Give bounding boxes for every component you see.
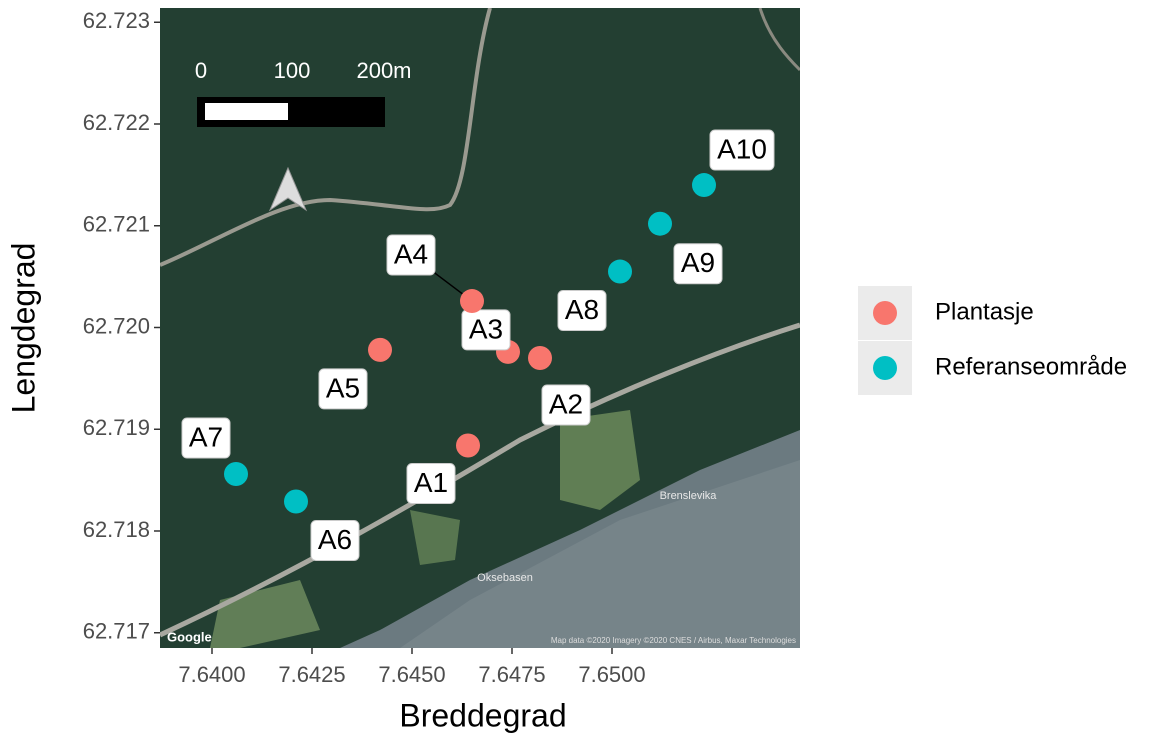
point bbox=[692, 173, 716, 197]
x-tick-label: 7.6400 bbox=[178, 662, 245, 687]
y-tick-label: 62.722 bbox=[83, 110, 150, 135]
point-label: A3 bbox=[469, 313, 503, 344]
y-tick-label: 62.718 bbox=[83, 517, 150, 542]
scale-label: 100 bbox=[274, 58, 311, 83]
point bbox=[456, 434, 480, 458]
place-label: Oksebasen bbox=[477, 572, 533, 584]
point-label: A1 bbox=[414, 467, 448, 498]
point-label: A8 bbox=[565, 294, 599, 325]
point-label: A2 bbox=[549, 388, 583, 419]
scale-label: 200m bbox=[356, 58, 411, 83]
attribution: Map data ©2020 Imagery ©2020 CNES / Airb… bbox=[551, 636, 796, 645]
scale-bar-segment bbox=[205, 103, 288, 120]
y-tick-label: 62.717 bbox=[83, 619, 150, 644]
chart: Brenslevika Oksebasen Map data ©2020 Ima… bbox=[0, 0, 1173, 738]
legend-label: Plantasje bbox=[935, 298, 1034, 325]
y-axis-title: Lengdegrad bbox=[5, 243, 41, 414]
point bbox=[608, 260, 632, 284]
point-label: A6 bbox=[318, 524, 352, 555]
y-tick-label: 62.719 bbox=[83, 415, 150, 440]
point-label: A5 bbox=[326, 372, 360, 403]
place-label: Brenslevika bbox=[660, 490, 718, 502]
point bbox=[648, 212, 672, 236]
point-label: A9 bbox=[681, 247, 715, 278]
legend-key bbox=[873, 301, 897, 325]
point bbox=[368, 338, 392, 362]
x-axis-title: Breddegrad bbox=[399, 697, 566, 733]
x-tick-label: 7.6425 bbox=[278, 662, 345, 687]
y-tick-label: 62.720 bbox=[83, 313, 150, 338]
point bbox=[460, 289, 484, 313]
x-tick-label: 7.6500 bbox=[578, 662, 645, 687]
point bbox=[284, 489, 308, 513]
point-label: A4 bbox=[394, 238, 428, 269]
point-label: A10 bbox=[717, 133, 767, 164]
x-tick-label: 7.6475 bbox=[478, 662, 545, 687]
scale-label: 0 bbox=[195, 58, 207, 83]
point bbox=[528, 346, 552, 370]
point bbox=[224, 462, 248, 486]
y-tick-label: 62.723 bbox=[83, 8, 150, 33]
y-tick-label: 62.721 bbox=[83, 212, 150, 237]
legend-key bbox=[873, 356, 897, 380]
point-label: A7 bbox=[189, 421, 223, 452]
x-tick-label: 7.6450 bbox=[378, 662, 445, 687]
provider-logo: Google bbox=[167, 629, 212, 644]
legend-label: Referanseområde bbox=[935, 353, 1127, 380]
